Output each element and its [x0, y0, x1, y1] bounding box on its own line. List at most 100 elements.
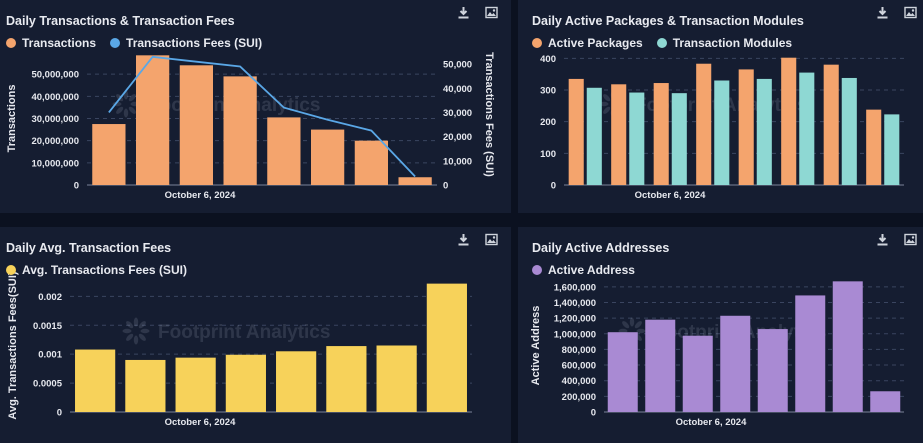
y2-tick-label: 30,000	[443, 108, 472, 119]
y2-tick-label: 50,000	[443, 60, 472, 71]
y-tick-label: 0	[74, 181, 79, 192]
y-axis-label: Transactions	[6, 85, 18, 153]
image-icon[interactable]	[902, 4, 918, 20]
x-tick-label: October 6, 2024	[676, 417, 747, 428]
bar	[179, 65, 213, 185]
bar	[841, 77, 857, 185]
y-tick-label: 1,400,000	[554, 298, 596, 309]
bar	[607, 332, 638, 412]
legend-item-avg-fees[interactable]: Avg. Transactions Fees (SUI)	[6, 263, 187, 277]
y-tick-label: 50,000,000	[31, 70, 79, 81]
bar	[682, 335, 713, 412]
y2-tick-label: 0	[443, 181, 448, 192]
bar	[267, 117, 301, 185]
y2-tick-label: 40,000	[443, 84, 472, 95]
download-icon[interactable]	[455, 4, 471, 20]
bar	[720, 315, 751, 412]
bar	[586, 87, 602, 185]
y-tick-label: 1,000,000	[554, 329, 596, 340]
chart-legend: Avg. Transactions Fees (SUI)	[6, 263, 187, 277]
bar	[795, 295, 826, 412]
bar	[756, 78, 772, 185]
panel-title: Daily Active Addresses	[532, 241, 670, 255]
avg-fees-panel: 0 0.0005 0.001 0.0015 0.002 Footprint Analyti…	[0, 227, 511, 443]
image-icon[interactable]	[483, 4, 499, 20]
y-tick-label: 40,000,000	[31, 92, 79, 103]
y-tick-label: 10,000,000	[31, 158, 79, 169]
legend-item-transaction-fees[interactable]: Transactions Fees (SUI)	[110, 36, 262, 50]
bar	[738, 69, 754, 185]
image-icon[interactable]	[483, 231, 499, 247]
bar	[884, 114, 900, 185]
bar	[781, 57, 797, 186]
legend-label: Transactions Fees (SUI)	[126, 36, 263, 50]
y-axis-label: Active Address	[530, 306, 542, 386]
y-tick-label: 400,000	[562, 376, 596, 387]
y-tick-label: 1,600,000	[554, 282, 596, 293]
bar	[136, 55, 170, 186]
bar	[671, 93, 687, 185]
panel-tools	[874, 4, 918, 20]
bar	[696, 63, 712, 185]
y-tick-label: 800,000	[562, 345, 596, 356]
bar	[832, 281, 863, 412]
bar	[611, 84, 627, 185]
panel-tools	[874, 231, 918, 247]
bar	[398, 177, 432, 185]
legend-label: Transaction Modules	[672, 36, 793, 50]
legend-swatch	[6, 38, 16, 48]
legend-swatch	[532, 38, 542, 48]
bar	[376, 345, 417, 412]
download-icon[interactable]	[874, 231, 890, 247]
active-addresses-chart: 0 200,000 400,000 600,000 800,000 1,000,000 1,…	[530, 281, 904, 428]
legend-swatch	[532, 265, 542, 275]
legend-label: Avg. Transactions Fees (SUI)	[22, 263, 187, 277]
bar	[568, 78, 584, 185]
legend-item-active-address[interactable]: Active Address	[532, 263, 635, 277]
fee-line	[108, 55, 416, 178]
y-tick-label: 0	[591, 408, 596, 419]
watermark-text: Footprint Analytics	[158, 322, 330, 343]
bar	[276, 351, 317, 412]
bar	[757, 329, 788, 412]
bar	[75, 349, 116, 412]
bar	[653, 83, 669, 185]
x-tick-label: October 6, 2024	[165, 417, 236, 428]
bar	[645, 319, 676, 412]
image-icon[interactable]	[902, 231, 918, 247]
y-tick-label: 0.0005	[33, 379, 63, 390]
bar	[311, 129, 345, 185]
legend-swatch	[110, 38, 121, 48]
y-tick-label: 300	[540, 86, 556, 97]
transactions-chart: 0 10,000,000 20,000,000 30,000,000 40,000,00…	[6, 52, 495, 201]
legend-item-active-packages[interactable]: Active Packages	[532, 36, 643, 50]
legend-label: Active Packages	[548, 36, 643, 50]
bar	[175, 357, 216, 412]
legend-swatch	[656, 38, 667, 48]
avg-fees-chart: 0 0.0005 0.001 0.0015 0.002 Footprint Analyti…	[7, 271, 472, 428]
watermark: Footprint Analytics	[122, 317, 330, 345]
y2-axis-label: Transactions Fees (SUI)	[483, 52, 495, 177]
y-tick-label: 0.0015	[33, 321, 63, 332]
transactions-panel: 0 10,000,000 20,000,000 30,000,000 40,000,00…	[0, 0, 511, 213]
bar	[426, 283, 467, 412]
packages-chart: 0100200300400Footprint AnalyticsOctober …	[540, 54, 904, 201]
x-tick-label: October 6, 2024	[165, 190, 236, 201]
download-icon[interactable]	[455, 231, 471, 247]
bar	[92, 124, 126, 185]
panel-title: Daily Active Packages & Transaction Modu…	[532, 14, 804, 28]
y-tick-label: 200	[540, 117, 556, 128]
y-tick-label: 100	[540, 149, 556, 160]
bar	[326, 346, 367, 412]
active-addresses-panel: 0 200,000 400,000 600,000 800,000 1,000,000 1,…	[518, 227, 923, 443]
legend-item-transaction-modules[interactable]: Transaction Modules	[656, 36, 793, 50]
y2-tick-label: 10,000	[443, 156, 472, 167]
download-icon[interactable]	[874, 4, 890, 20]
legend-item-transactions[interactable]: Transactions	[6, 36, 96, 50]
bar	[354, 140, 388, 185]
panel-tools	[455, 231, 499, 247]
panel-tools	[455, 4, 499, 20]
y-tick-label: 0	[551, 181, 556, 192]
bar	[866, 109, 882, 185]
chart-legend: Active Address	[532, 263, 635, 277]
